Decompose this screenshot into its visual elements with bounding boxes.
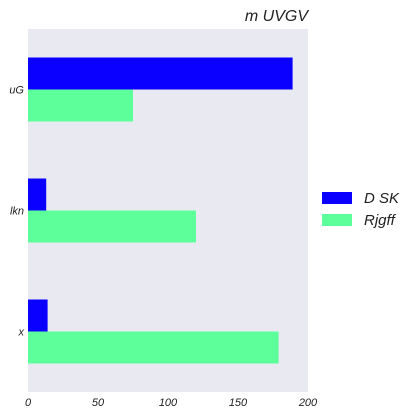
x-tick-label: 100 [159,397,178,409]
bar-lkn-Rjgff [28,210,196,243]
x-axis-ticks: 0 50 100 150 200 [25,397,318,409]
y-tick-label: x [18,327,25,339]
y-tick-label: uG [9,85,24,97]
chart-title: m UVGV [245,8,309,25]
bar-lkn-D-SK [28,178,47,211]
legend-swatch [322,192,352,204]
legend-label: D SK [364,190,400,207]
bar-x-Rjgff [28,331,279,364]
y-axis-ticks: uG lkn x [9,85,24,339]
bars-group [28,57,293,364]
x-tick-label: 0 [25,397,32,409]
legend: D SK Rjgff [322,190,400,229]
x-tick-label: 150 [229,397,248,409]
x-tick-label: 50 [92,397,105,409]
bar-x-D-SK [28,299,48,332]
legend-label: Rjgff [364,212,397,229]
x-tick-label: 200 [298,397,318,409]
legend-swatch [322,214,352,226]
y-tick-label: lkn [10,206,24,218]
bar-uG-D-SK [28,57,293,90]
bar-uG-Rjgff [28,89,133,122]
